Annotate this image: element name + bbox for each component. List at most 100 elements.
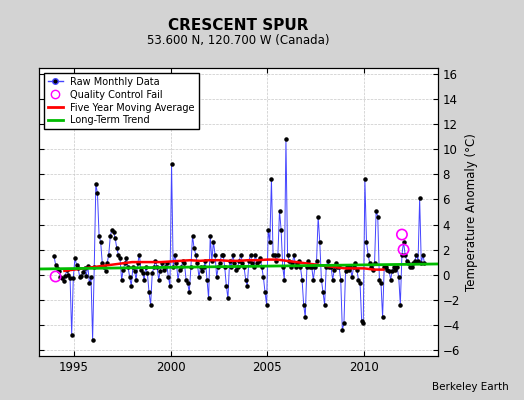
- Point: [113, 245, 121, 252]
- Point: [209, 239, 217, 245]
- Point: [124, 264, 132, 270]
- Point: [320, 302, 329, 308]
- Point: [332, 260, 340, 266]
- Point: [206, 232, 214, 239]
- Point: [72, 261, 81, 268]
- Point: [280, 276, 289, 283]
- Point: [240, 264, 248, 270]
- Point: [282, 136, 290, 142]
- Point: [388, 268, 397, 274]
- Point: [291, 264, 300, 270]
- Point: [96, 239, 105, 245]
- Point: [402, 258, 411, 264]
- Point: [84, 263, 92, 269]
- Point: [214, 264, 223, 270]
- Point: [253, 260, 261, 266]
- Point: [412, 251, 421, 258]
- Point: [50, 253, 58, 259]
- Point: [68, 332, 76, 338]
- Point: [270, 251, 279, 258]
- Point: [254, 258, 263, 264]
- Point: [225, 258, 234, 264]
- Point: [129, 264, 137, 270]
- Point: [82, 273, 90, 279]
- Point: [325, 264, 334, 270]
- Point: [89, 336, 97, 343]
- Point: [409, 260, 418, 266]
- Point: [353, 266, 361, 273]
- Point: [56, 274, 64, 280]
- Point: [357, 318, 366, 324]
- Point: [401, 251, 409, 258]
- Point: [222, 283, 231, 289]
- Point: [333, 264, 342, 270]
- Point: [159, 266, 168, 273]
- Point: [64, 272, 73, 278]
- Point: [362, 239, 370, 245]
- Point: [301, 314, 310, 320]
- Point: [298, 276, 306, 283]
- Point: [169, 264, 177, 270]
- Point: [266, 239, 274, 245]
- Point: [71, 255, 79, 262]
- Point: [232, 266, 240, 273]
- Point: [246, 251, 255, 258]
- Point: [79, 269, 87, 275]
- Point: [161, 264, 169, 270]
- Point: [117, 276, 126, 283]
- Point: [190, 245, 198, 252]
- Point: [356, 280, 364, 286]
- Point: [279, 264, 287, 270]
- Point: [51, 273, 60, 280]
- Point: [336, 276, 345, 283]
- Point: [108, 226, 116, 233]
- Point: [319, 289, 327, 295]
- Point: [59, 278, 68, 284]
- Point: [166, 283, 174, 289]
- Point: [137, 266, 145, 273]
- Point: [196, 264, 205, 270]
- Point: [111, 235, 119, 242]
- Point: [134, 260, 142, 266]
- Point: [130, 268, 139, 274]
- Point: [92, 181, 100, 188]
- Point: [327, 264, 335, 270]
- Point: [369, 266, 377, 273]
- Point: [387, 276, 395, 283]
- Point: [340, 320, 348, 327]
- Point: [411, 258, 419, 264]
- Point: [106, 232, 115, 239]
- Point: [303, 264, 311, 270]
- Point: [93, 190, 102, 196]
- Point: [235, 258, 244, 264]
- Point: [351, 260, 359, 266]
- Point: [208, 258, 216, 264]
- Point: [395, 274, 403, 280]
- Point: [58, 275, 66, 282]
- Point: [277, 226, 285, 233]
- Point: [101, 268, 110, 274]
- Point: [258, 264, 266, 270]
- Point: [350, 264, 358, 270]
- Point: [372, 208, 380, 214]
- Point: [145, 289, 153, 295]
- Point: [399, 246, 408, 253]
- Point: [132, 276, 140, 283]
- Point: [287, 264, 295, 270]
- Point: [370, 260, 379, 266]
- Point: [105, 251, 113, 258]
- Point: [317, 276, 325, 283]
- Point: [348, 274, 356, 280]
- Point: [179, 258, 187, 264]
- Point: [114, 251, 123, 258]
- Point: [127, 283, 136, 289]
- Point: [398, 231, 406, 238]
- Point: [309, 276, 318, 283]
- Point: [211, 251, 219, 258]
- Point: [361, 176, 369, 183]
- Point: [187, 264, 195, 270]
- Point: [155, 276, 163, 283]
- Point: [285, 258, 293, 264]
- Point: [346, 264, 355, 270]
- Point: [416, 195, 424, 202]
